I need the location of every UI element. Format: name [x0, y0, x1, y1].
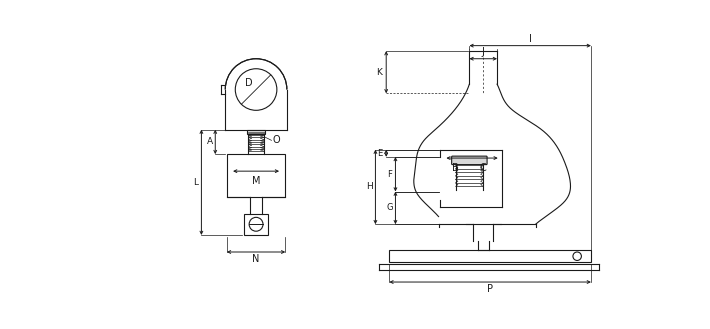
- Text: I: I: [529, 35, 532, 44]
- Text: H: H: [366, 183, 373, 191]
- Text: B: B: [452, 163, 459, 173]
- Text: K: K: [376, 68, 382, 77]
- Bar: [389, 250, 591, 262]
- Text: J: J: [482, 47, 485, 57]
- FancyBboxPatch shape: [452, 156, 487, 164]
- Text: P: P: [487, 284, 493, 294]
- Bar: [247, 130, 266, 134]
- Text: A: A: [207, 138, 213, 146]
- Text: G: G: [386, 203, 393, 213]
- Bar: [226, 154, 285, 196]
- Text: O: O: [272, 135, 280, 145]
- Bar: [244, 214, 268, 235]
- Text: D: D: [246, 78, 253, 88]
- Text: C: C: [479, 163, 486, 173]
- Text: L: L: [194, 178, 199, 187]
- Text: E: E: [378, 149, 383, 158]
- Text: M: M: [252, 176, 261, 186]
- Text: F: F: [387, 170, 392, 179]
- Text: N: N: [252, 254, 260, 264]
